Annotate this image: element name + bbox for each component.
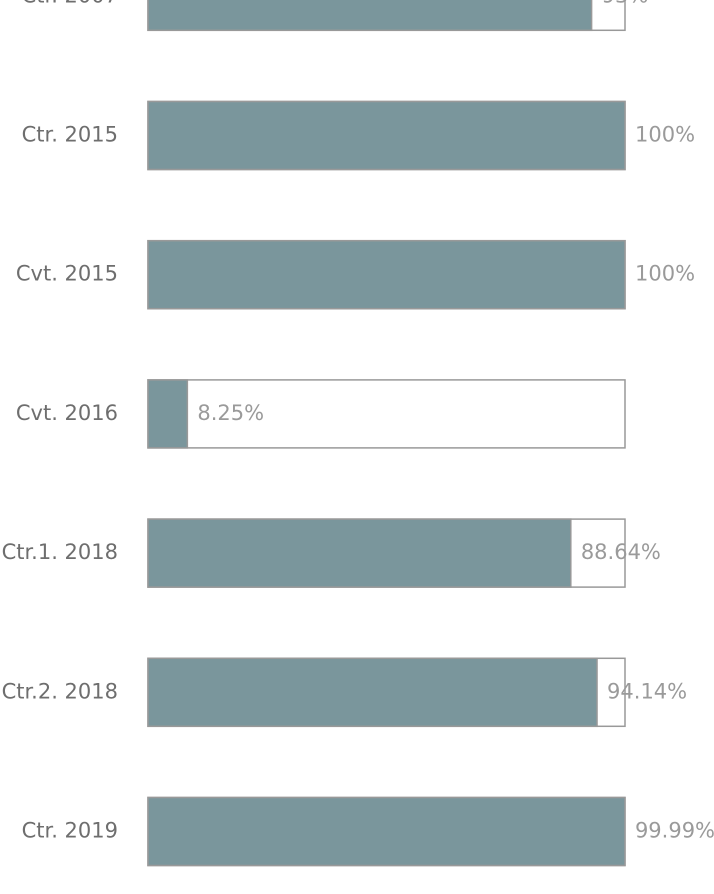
bar	[147, 239, 626, 310]
bar	[147, 100, 626, 171]
value-label: 100%	[635, 262, 695, 286]
category-label: Cvt. 2015	[16, 262, 118, 286]
value-label: 93%	[602, 0, 649, 7]
bar	[147, 657, 598, 728]
category-label: Ctr. 2019	[22, 819, 118, 843]
value-label: 94.14%	[607, 679, 687, 703]
category-label: Ctr. 2007	[22, 0, 118, 7]
bar	[147, 796, 626, 867]
bar-track	[147, 379, 626, 449]
category-label: Ctr.1. 2018	[2, 540, 118, 564]
category-label: Ctr. 2015	[22, 123, 118, 147]
category-label: Ctr.2. 2018	[2, 679, 118, 703]
bar	[147, 379, 189, 449]
bar	[147, 0, 593, 32]
value-label: 88.64%	[581, 540, 661, 564]
value-label: 8.25%	[197, 401, 264, 425]
category-label: Cvt. 2016	[16, 401, 118, 425]
value-label: 99.99%	[635, 819, 714, 843]
bar	[147, 518, 572, 588]
value-label: 100%	[635, 123, 695, 147]
